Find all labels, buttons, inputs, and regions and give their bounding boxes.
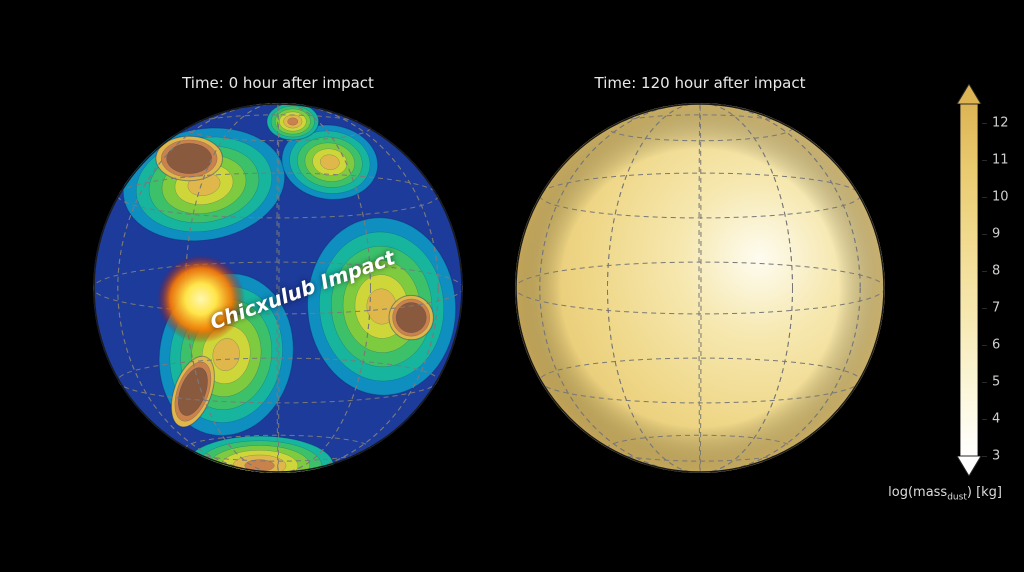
colorbar-label: log(massdust) [kg] [888, 485, 1002, 503]
colorbar-tick [982, 382, 987, 383]
colorbar-tick [982, 123, 987, 124]
right-globe [515, 103, 885, 473]
colorbar-tick-label: 10 [992, 189, 1009, 204]
colorbar-extend-max-icon [955, 84, 983, 104]
colorbar-tick-label: 6 [992, 337, 1000, 352]
colorbar: 3456789101112 [952, 84, 988, 476]
colorbar-tick [982, 234, 987, 235]
colorbar-tick [982, 197, 987, 198]
left-globe-title: Time: 0 hour after impact [182, 74, 374, 92]
colorbar-tick-label: 4 [992, 411, 1000, 426]
colorbar-tick-label: 11 [992, 152, 1009, 167]
colorbar-tick-label: 12 [992, 115, 1009, 130]
colorbar-tick [982, 308, 987, 309]
colorbar-tick [982, 345, 987, 346]
colorbar-tick-label: 7 [992, 300, 1000, 315]
colorbar-tick-label: 8 [992, 263, 1000, 278]
right-globe-title: Time: 120 hour after impact [595, 74, 806, 92]
colorbar-tick [982, 271, 987, 272]
colorbar-tick-label: 3 [992, 449, 1000, 464]
colorbar-tick [982, 160, 987, 161]
colorbar-gradient [960, 104, 978, 456]
left-globe: Chicxulub Impact [93, 103, 463, 473]
colorbar-tick-label: 9 [992, 226, 1000, 241]
colorbar-extend-min-icon [955, 456, 983, 476]
colorbar-tick [982, 456, 987, 457]
right-globe-svg [515, 103, 885, 473]
colorbar-tick-label: 5 [992, 374, 1000, 389]
colorbar-tick [982, 419, 987, 420]
